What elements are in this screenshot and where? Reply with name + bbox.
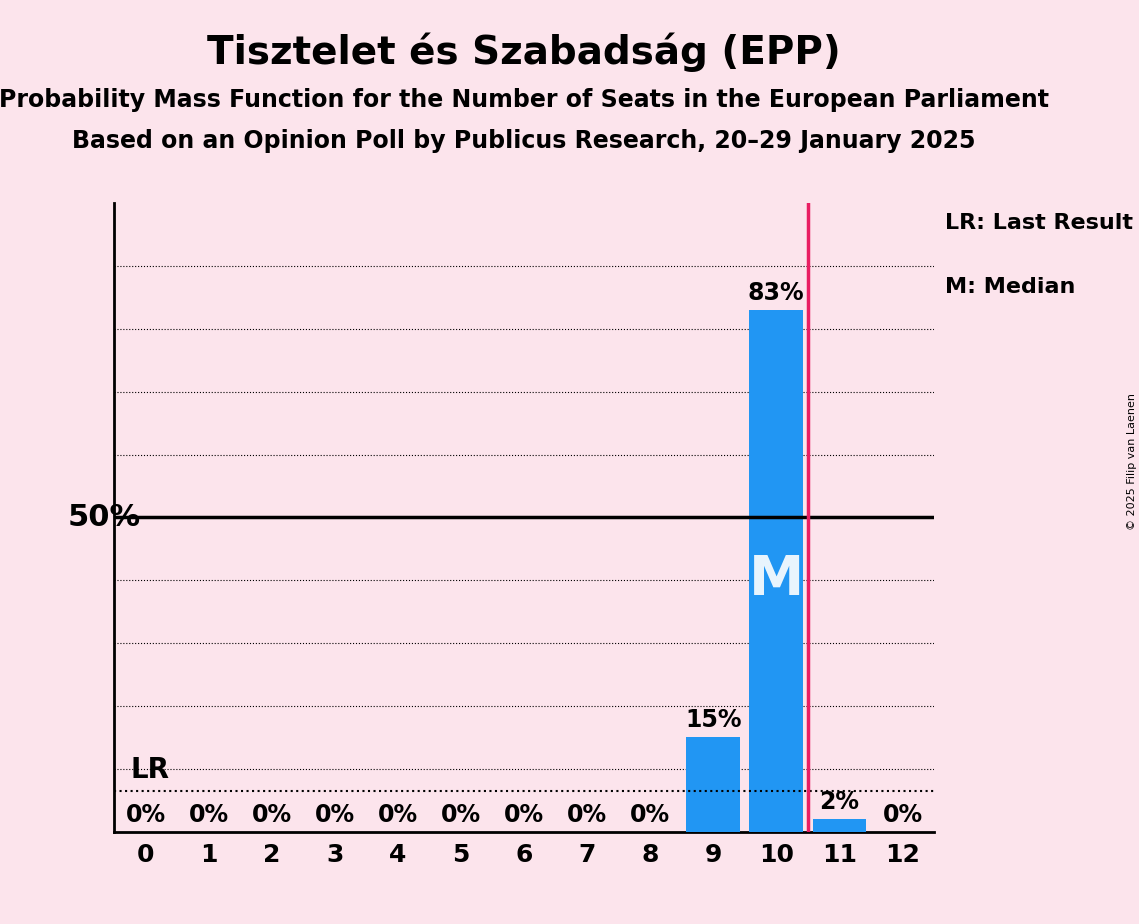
Text: 0%: 0% bbox=[314, 803, 354, 827]
Bar bbox=[749, 310, 803, 832]
Text: 0%: 0% bbox=[188, 803, 229, 827]
Text: 0%: 0% bbox=[125, 803, 165, 827]
Text: M: Median: M: Median bbox=[945, 277, 1075, 298]
Bar bbox=[812, 819, 866, 832]
Text: 0%: 0% bbox=[567, 803, 607, 827]
Text: 0%: 0% bbox=[630, 803, 670, 827]
Text: LR: LR bbox=[130, 757, 170, 784]
Text: 0%: 0% bbox=[252, 803, 292, 827]
Text: 0%: 0% bbox=[441, 803, 481, 827]
Text: Tisztelet és Szabadság (EPP): Tisztelet és Szabadság (EPP) bbox=[207, 32, 841, 72]
Text: 50%: 50% bbox=[67, 503, 140, 532]
Text: 0%: 0% bbox=[503, 803, 544, 827]
Bar bbox=[687, 737, 740, 832]
Text: 2%: 2% bbox=[819, 790, 859, 814]
Text: Based on an Opinion Poll by Publicus Research, 20–29 January 2025: Based on an Opinion Poll by Publicus Res… bbox=[72, 129, 976, 153]
Text: © 2025 Filip van Laenen: © 2025 Filip van Laenen bbox=[1126, 394, 1137, 530]
Text: Probability Mass Function for the Number of Seats in the European Parliament: Probability Mass Function for the Number… bbox=[0, 88, 1049, 112]
Text: LR: Last Result: LR: Last Result bbox=[945, 213, 1133, 233]
Text: 0%: 0% bbox=[378, 803, 418, 827]
Text: M: M bbox=[748, 553, 804, 607]
Text: 0%: 0% bbox=[883, 803, 923, 827]
Text: 83%: 83% bbox=[748, 281, 804, 305]
Text: 15%: 15% bbox=[685, 709, 741, 733]
